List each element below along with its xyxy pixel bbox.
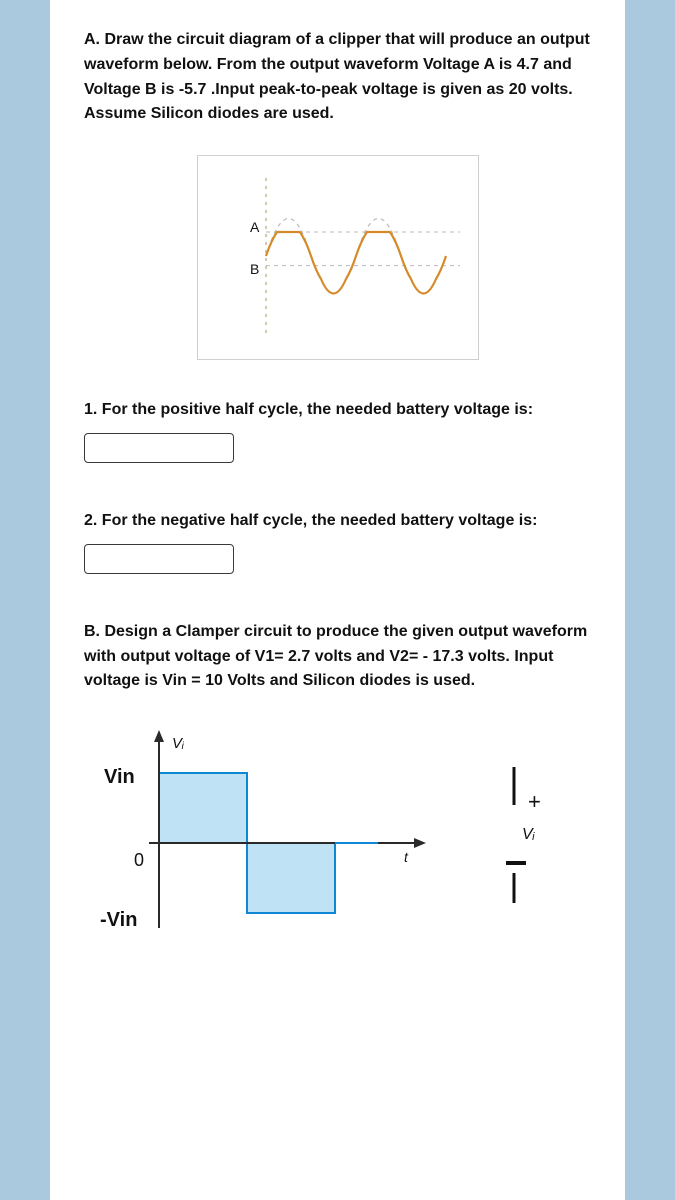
label-b: B [250, 261, 259, 277]
question-2: 2. For the negative half cycle, the need… [84, 509, 591, 574]
question-2-text: 2. For the negative half cycle, the need… [84, 509, 591, 534]
answer-input-2[interactable] [84, 544, 234, 574]
answer-input-1[interactable] [84, 433, 234, 463]
page: A. Draw the circuit diagram of a clipper… [50, 0, 625, 1200]
polarity-svg: + Vᵢ [484, 753, 544, 903]
section-a-prompt: A. Draw the circuit diagram of a clipper… [84, 28, 591, 127]
label-vin: Vin [104, 766, 135, 788]
label-neg-vin: -Vin [100, 909, 137, 928]
plus-icon: + [528, 789, 541, 814]
clamper-waveform-svg: Vᵢ Vin 0 -Vin t [84, 728, 464, 928]
svg-text:Vᵢ: Vᵢ [172, 735, 185, 752]
clipper-waveform-svg: A B [208, 166, 468, 346]
label-a: A [250, 219, 260, 235]
question-1: 1. For the positive half cycle, the need… [84, 398, 591, 463]
clipper-diagram-box: A B [197, 155, 479, 360]
question-1-text: 1. For the positive half cycle, the need… [84, 398, 591, 423]
label-zero: 0 [134, 850, 144, 870]
section-b-prompt: B. Design a Clamper circuit to produce t… [84, 620, 591, 694]
section-b: B. Design a Clamper circuit to produce t… [84, 620, 591, 928]
clamper-waveform-container: Vᵢ Vin 0 -Vin t + Vᵢ [84, 728, 591, 928]
clipper-diagram-container: A B [84, 155, 591, 360]
polarity-label: Vᵢ [522, 826, 536, 843]
